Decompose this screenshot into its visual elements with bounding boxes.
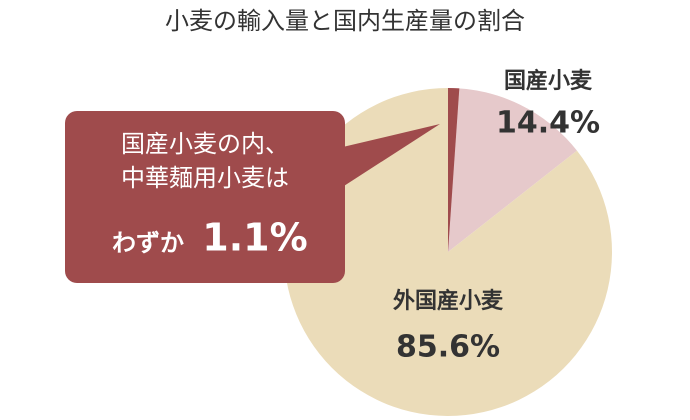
slice-value: 85.6% [396, 330, 500, 365]
callout-line: 国産小麦の内、 [121, 130, 289, 158]
callout-pointer [330, 124, 440, 195]
chart-title: 小麦の輸入量と国内生産量の割合 [165, 7, 525, 35]
callout-prefix: わずか [112, 229, 184, 257]
inset-slice [448, 88, 460, 252]
slice-name: 国産小麦 [504, 68, 593, 94]
pie-slice [448, 88, 577, 252]
slice-value: 14.4% [496, 106, 600, 141]
callout-box [65, 111, 345, 283]
callout-line: 中華麺用小麦は [121, 164, 289, 192]
slice-name: 外国産小麦 [393, 288, 504, 314]
callout-value: 1.1% [202, 216, 307, 260]
